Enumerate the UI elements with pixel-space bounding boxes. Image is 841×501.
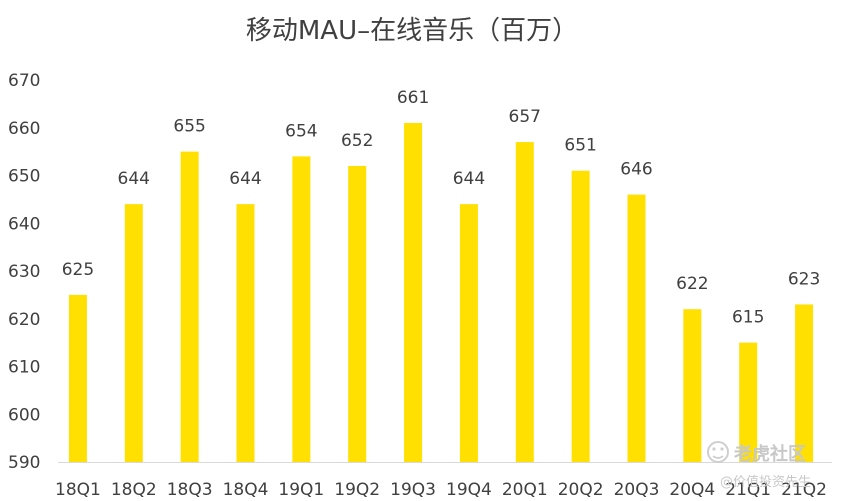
x-tick-label: 20Q4 [669, 480, 715, 500]
y-axis: 590 600 610 620 630 640 650 660 670 [8, 71, 40, 473]
y-tick-label: 630 [8, 262, 40, 282]
x-tick-label: 18Q1 [55, 480, 101, 500]
data-label: 655 [173, 117, 205, 137]
data-label: 615 [732, 308, 764, 328]
bar [627, 194, 646, 462]
x-tick-label: 19Q2 [334, 480, 380, 500]
data-label: 644 [229, 169, 261, 189]
watermark-author: @价值投资先生 [720, 474, 811, 490]
bar [571, 170, 590, 462]
watermark: 老虎社区 @价值投资先生 [707, 441, 811, 490]
y-tick-label: 650 [8, 167, 40, 187]
bar [459, 204, 478, 462]
data-label: 644 [453, 169, 485, 189]
bar [795, 304, 814, 462]
bar [292, 156, 311, 462]
y-tick-label: 620 [8, 310, 40, 330]
x-tick-label: 18Q4 [223, 480, 269, 500]
bar [515, 142, 534, 462]
data-label: 652 [341, 131, 373, 151]
x-tick-label: 21Q1 [725, 480, 771, 500]
y-tick-label: 670 [8, 71, 40, 91]
x-tick-label: 21Q2 [781, 480, 827, 500]
chart-title: 移动MAU–在线音乐（百万） [246, 16, 578, 46]
x-axis: 18Q1 18Q2 18Q3 18Q4 19Q1 19Q2 19Q3 19Q4 20Q1 20Q2… [55, 480, 827, 500]
bar [683, 309, 702, 462]
data-label: 622 [676, 274, 708, 294]
bar [348, 165, 367, 462]
x-tick-label: 18Q3 [167, 480, 213, 500]
tiger-logo-icon [707, 441, 729, 463]
x-tick-label: 18Q2 [111, 480, 157, 500]
data-label: 657 [509, 107, 541, 127]
data-label: 654 [285, 121, 317, 141]
bar [180, 151, 199, 462]
bar [236, 204, 255, 462]
data-label: 646 [620, 160, 652, 180]
data-label: 625 [62, 260, 94, 280]
bar [124, 204, 143, 462]
data-label: 651 [564, 136, 596, 156]
y-tick-label: 600 [8, 405, 40, 425]
x-tick-label: 19Q1 [278, 480, 324, 500]
x-tick-label: 20Q1 [502, 480, 548, 500]
bar [404, 122, 423, 462]
watermark-brand: 老虎社区 [734, 443, 806, 465]
bar-series: 625 644 655 644 654 652 661 644 657 651 646 622 615 6… [62, 88, 820, 462]
y-tick-label: 610 [8, 358, 40, 378]
x-tick-label: 20Q3 [614, 480, 660, 500]
bar [68, 294, 87, 462]
x-tick-label: 20Q2 [558, 480, 604, 500]
x-tick-label: 19Q4 [446, 480, 492, 500]
data-label: 644 [118, 169, 150, 189]
y-tick-label: 660 [8, 119, 40, 139]
data-label: 661 [397, 88, 429, 108]
y-tick-label: 640 [8, 214, 40, 234]
x-tick-label: 19Q3 [390, 480, 436, 500]
y-tick-label: 590 [8, 453, 40, 473]
bar [739, 342, 758, 462]
data-label: 623 [788, 269, 820, 289]
